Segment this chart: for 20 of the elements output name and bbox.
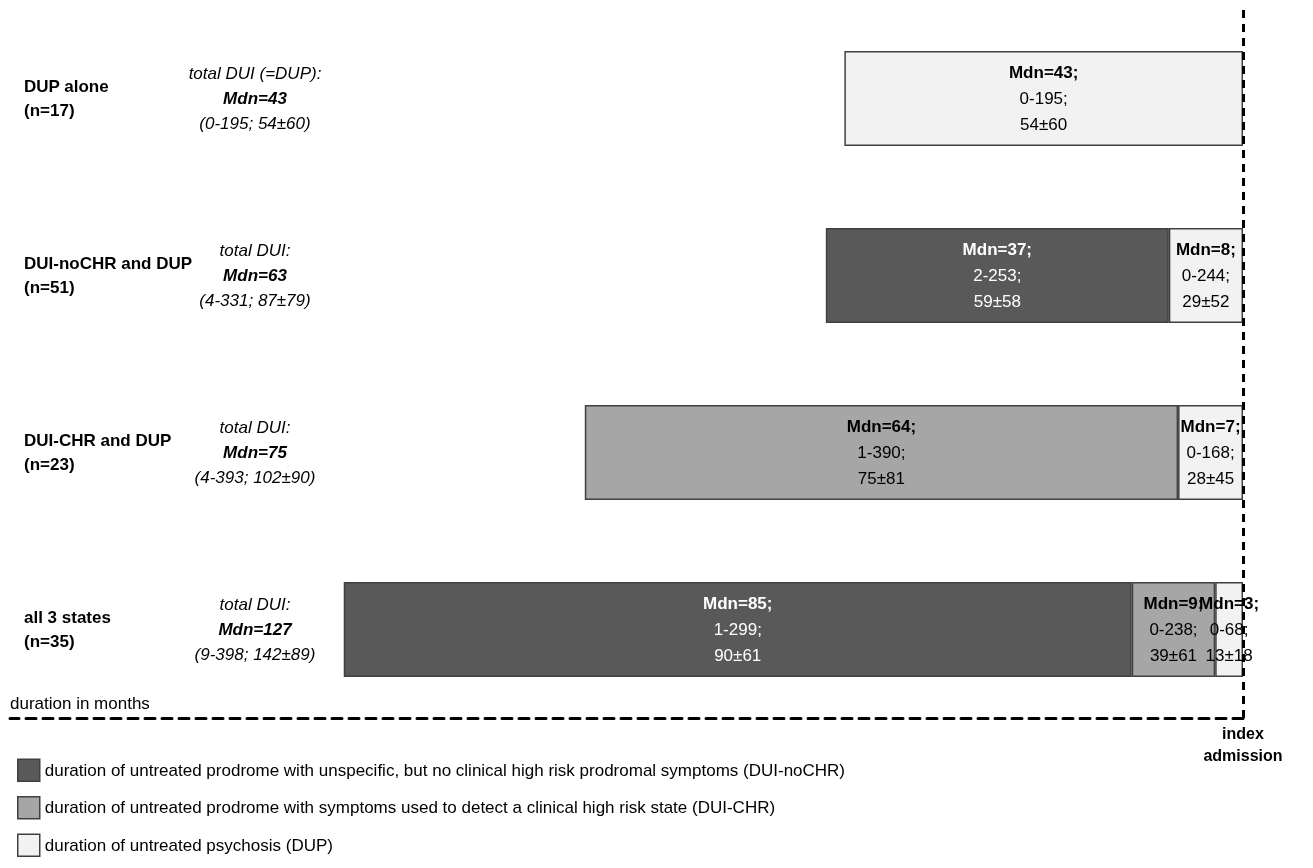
y-tick-label: DUP alone (n=17) bbox=[24, 77, 109, 120]
y-tick-label: DUI-noCHR and DUP (n=51) bbox=[24, 254, 193, 297]
annotation: total DUI: Mdn=63 (4-331; 87±79) bbox=[199, 241, 311, 310]
x-axis-title: duration in months bbox=[10, 694, 150, 713]
data-label: Mdn=85; 1-299; 90±61 bbox=[703, 594, 773, 665]
bar bbox=[844, 51, 1243, 146]
y-tick-label: DUI-CHR and DUP (n=23) bbox=[24, 431, 172, 474]
data-label: Mdn=7; 0-168; 28±45 bbox=[1180, 417, 1241, 488]
legend-label: duration of untreated prodrome with unspecific, but no clinical high risk prodromal symptoms (DUI-noCHR) bbox=[44, 760, 846, 780]
data-label: Mdn=37; 2-253; 59±58 bbox=[962, 240, 1033, 311]
annotation: total DUI: Mdn=127 (9-398; 142±89) bbox=[194, 595, 316, 664]
data-label: Mdn=43; 0-195; 54±60 bbox=[1008, 63, 1079, 134]
data-label: Mdn=64; 1-390; 75±81 bbox=[846, 417, 917, 488]
data-label: Mdn=8; 0-244; 29±52 bbox=[1175, 240, 1236, 311]
y-tick-label: all 3 states (n=35) bbox=[24, 608, 111, 651]
annotation: total DUI (=DUP): Mdn=43 (0-195; 54±60) bbox=[188, 64, 322, 133]
annotation: total DUI: Mdn=75 (4-393; 102±90) bbox=[194, 418, 316, 487]
legend-label: duration of untreated psychosis (DUP) bbox=[44, 835, 333, 855]
legend-label: duration of untreated prodrome with symptoms used to detect a clinical high risk state (DUI-CHR) bbox=[44, 798, 776, 818]
ref-line-label: index admission bbox=[1203, 724, 1283, 764]
